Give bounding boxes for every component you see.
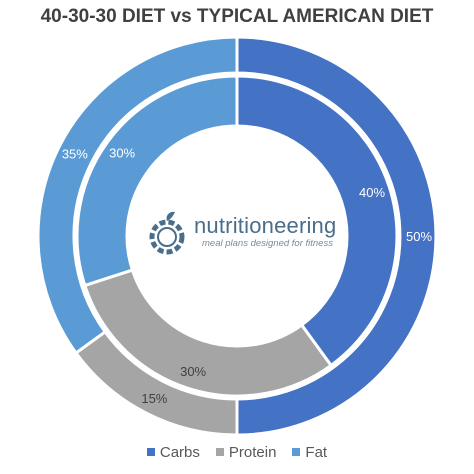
legend-label-carbs: Carbs [159, 444, 200, 461]
slice-outer-carbs [235, 35, 438, 437]
slice-label-inner-carbs: 40% [359, 185, 385, 200]
slice-label-outer-carbs: 50% [406, 229, 432, 244]
legend-swatch-carbs [146, 448, 155, 457]
logo-name: nutritioneering [194, 213, 337, 238]
legend: Carbs Protein Fat [0, 444, 474, 461]
chart-title: 40-30-30 DIET vs TYPICAL AMERICAN DIET [40, 6, 434, 27]
slice-inner-fat [75, 74, 239, 288]
slice-label-outer-protein: 15% [141, 391, 167, 406]
legend-item-protein: Protein [215, 444, 277, 461]
legend-label-protein: Protein [228, 444, 277, 461]
slice-outer-fat [36, 35, 239, 356]
legend-swatch-protein [215, 448, 224, 457]
slice-inner-protein [82, 268, 334, 398]
slice-label-inner-fat: 30% [109, 146, 135, 161]
legend-item-fat: Fat [292, 444, 327, 461]
legend-swatch-fat [292, 448, 301, 457]
legend-label-fat: Fat [305, 444, 328, 461]
logo-tagline: meal plans designed for fitness [202, 238, 333, 249]
apple-gear-icon [149, 211, 185, 255]
slice-label-outer-fat: 35% [62, 146, 88, 161]
slice-label-inner-protein: 30% [180, 364, 206, 379]
logo: nutritioneering meal plans designed for … [146, 207, 346, 257]
slice-inner-carbs [235, 74, 399, 368]
legend-item-carbs: Carbs [146, 444, 200, 461]
